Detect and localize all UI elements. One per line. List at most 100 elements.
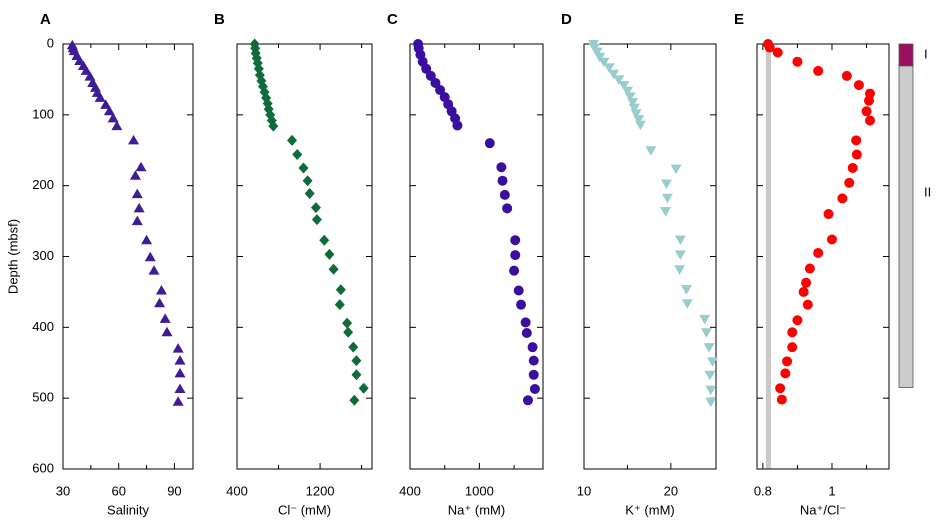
data-point — [847, 162, 858, 173]
lithology-unit — [898, 43, 914, 67]
data-point — [154, 297, 166, 308]
data-point — [141, 234, 153, 245]
data-point — [705, 385, 717, 396]
data-point — [135, 161, 147, 172]
y-tick-label: 0 — [47, 35, 54, 50]
data-point — [798, 286, 809, 297]
data-point — [287, 134, 298, 146]
data-point — [516, 299, 527, 310]
data-point — [674, 265, 686, 275]
data-point — [499, 189, 510, 200]
data-point — [529, 383, 540, 394]
data-point — [174, 355, 186, 365]
data-point — [787, 327, 798, 338]
data-point — [674, 235, 686, 245]
data-point — [661, 193, 673, 204]
data-point — [521, 328, 532, 338]
panel-letter: C — [387, 11, 398, 28]
data-point — [527, 342, 538, 353]
data-point — [298, 162, 309, 174]
data-point — [813, 65, 824, 76]
data-point — [804, 263, 815, 274]
x-tick-label: 30 — [56, 483, 70, 498]
data-point — [509, 265, 520, 276]
x-tick-label: 90 — [167, 483, 181, 498]
data-point — [250, 47, 261, 59]
data-point — [80, 65, 92, 75]
data-point — [513, 285, 524, 296]
plot-frame — [583, 43, 717, 470]
data-point — [661, 179, 672, 190]
x-tick-label: 1 — [828, 483, 835, 498]
data-point — [660, 207, 672, 217]
data-point — [502, 203, 513, 214]
x-tick-label: 1000 — [465, 483, 494, 498]
data-point — [128, 134, 140, 145]
data-point — [430, 77, 441, 88]
data-point — [624, 92, 636, 102]
lithology-unit — [898, 65, 914, 388]
data-point — [302, 175, 313, 187]
data-point — [342, 317, 353, 329]
data-point — [520, 317, 531, 328]
panel-letter: D — [561, 11, 572, 28]
data-point — [319, 234, 330, 246]
data-point — [634, 120, 646, 131]
data-point — [792, 315, 803, 326]
data-point — [510, 250, 521, 261]
data-point — [496, 162, 507, 173]
data-point — [343, 326, 354, 338]
x-tick-label: 400 — [399, 483, 421, 498]
y-axis-label: Depth (mbsf) — [5, 219, 20, 294]
data-point — [703, 343, 715, 353]
data-point — [425, 70, 436, 81]
y-tick-label: 500 — [32, 390, 54, 405]
data-point — [351, 369, 362, 381]
plot-frame — [236, 43, 373, 470]
panel-letter: A — [40, 11, 51, 28]
data-point — [792, 56, 803, 67]
data-point — [823, 209, 834, 219]
data-point — [630, 109, 642, 119]
data-point — [351, 355, 362, 367]
x-axis-label: Na⁺/Cl⁻ — [800, 502, 846, 517]
x-tick-label: 20 — [664, 483, 678, 498]
data-point — [837, 193, 848, 204]
data-point — [310, 202, 321, 214]
data-point — [131, 215, 143, 226]
data-point — [633, 115, 645, 125]
y-tick-label: 300 — [32, 248, 54, 263]
data-point — [172, 396, 184, 406]
data-point — [851, 135, 862, 146]
x-tick-label: 60 — [111, 483, 125, 498]
data-point — [861, 106, 872, 117]
data-point — [787, 342, 798, 353]
y-tick-label: 600 — [32, 460, 54, 475]
data-point — [591, 47, 603, 58]
data-point — [772, 47, 783, 58]
data-point — [621, 86, 633, 97]
data-point — [131, 188, 143, 199]
lithology-label: II — [924, 184, 931, 199]
data-point — [484, 138, 495, 149]
data-point — [618, 81, 630, 91]
data-point — [358, 382, 369, 394]
data-point — [863, 95, 874, 106]
data-point — [174, 383, 186, 393]
data-point — [268, 120, 279, 132]
data-point — [853, 80, 864, 91]
data-point — [707, 357, 719, 367]
x-axis-label: Cl⁻ (mM) — [278, 502, 331, 517]
data-point — [613, 75, 625, 85]
data-point — [699, 314, 711, 325]
x-tick-label: 0.8 — [754, 483, 772, 498]
panel-letter: E — [734, 11, 744, 28]
x-tick-label: 400 — [226, 483, 248, 498]
data-point — [161, 326, 173, 337]
data-point — [155, 285, 167, 295]
data-point — [133, 202, 145, 213]
x-axis-label: K⁺ (mM) — [625, 502, 674, 517]
data-point — [700, 328, 712, 338]
data-point — [103, 105, 115, 116]
data-point — [100, 99, 112, 109]
